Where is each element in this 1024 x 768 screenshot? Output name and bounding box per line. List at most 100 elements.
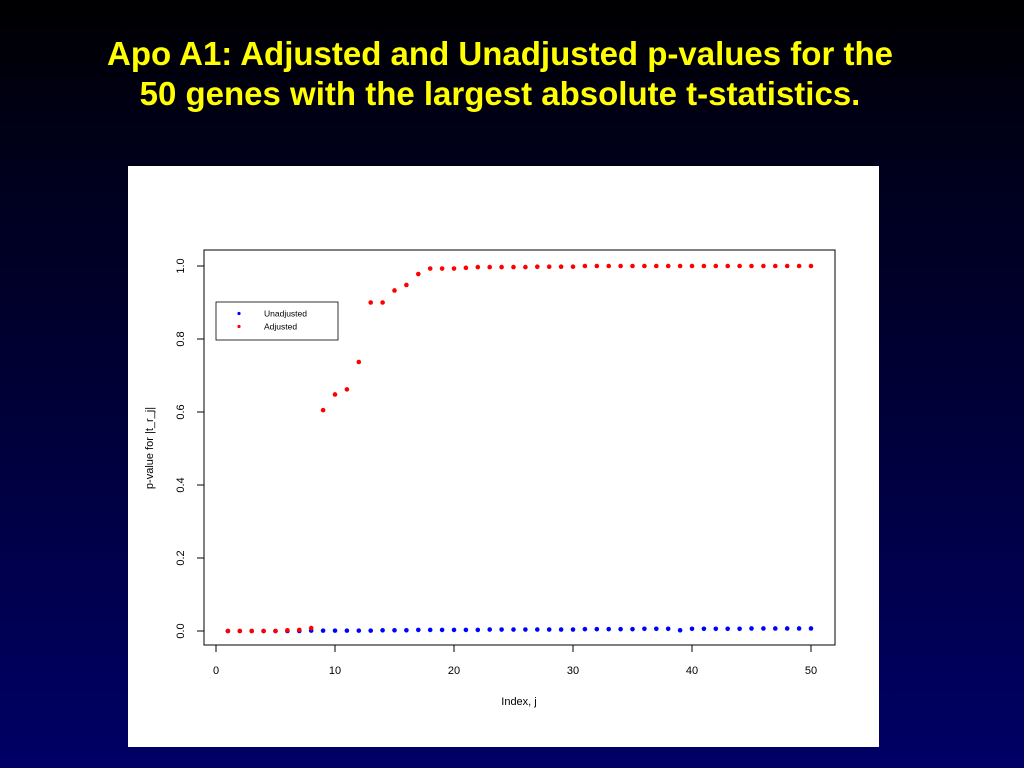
point-adjusted xyxy=(773,263,778,269)
x-tick-label: 30 xyxy=(567,665,579,677)
point-adjusted xyxy=(582,263,588,269)
point-adjusted xyxy=(308,625,314,631)
point-unadjusted xyxy=(570,627,576,632)
slide-title-line-1: Apo A1: Adjusted and Unadjusted p-values… xyxy=(107,35,893,72)
point-adjusted xyxy=(725,263,730,269)
point-adjusted xyxy=(749,263,754,269)
plot-panel: 0 10 20 30 40 50 0.0 0.2 0.4 0.6 0.8 1.0 Index, j … xyxy=(128,166,879,747)
point-unadjusted xyxy=(808,626,814,631)
point-adjusted xyxy=(427,266,433,271)
point-adjusted xyxy=(570,264,576,270)
point-adjusted xyxy=(511,264,516,270)
point-unadjusted xyxy=(654,626,659,632)
slide-title-line-2: 50 genes with the largest absolute t-sta… xyxy=(139,75,861,112)
point-adjusted xyxy=(665,263,671,269)
point-unadjusted xyxy=(487,627,493,632)
point-adjusted xyxy=(784,263,790,269)
slide-title: Apo A1: Adjusted and Unadjusted p-values… xyxy=(0,34,1000,114)
point-unadjusted xyxy=(511,627,516,632)
point-unadjusted xyxy=(773,626,778,631)
point-adjusted xyxy=(808,263,814,269)
point-adjusted xyxy=(475,264,481,270)
y-axis: 0.0 0.2 0.4 0.6 0.8 1.0 xyxy=(175,258,205,639)
point-unadjusted xyxy=(630,626,635,632)
point-unadjusted xyxy=(749,626,754,631)
x-tick-label: 40 xyxy=(686,665,698,677)
point-adjusted xyxy=(642,263,647,269)
point-adjusted xyxy=(451,266,457,271)
x-axis: 0 10 20 30 40 50 xyxy=(213,644,817,677)
point-unadjusted xyxy=(737,626,742,632)
point-adjusted xyxy=(558,264,564,270)
point-unadjusted xyxy=(475,627,481,633)
point-adjusted xyxy=(261,628,266,634)
point-adjusted xyxy=(273,628,278,634)
y-tick-label: 0.6 xyxy=(175,404,187,419)
point-unadjusted xyxy=(618,626,623,632)
point-adjusted xyxy=(380,300,385,305)
point-unadjusted xyxy=(582,626,588,632)
point-adjusted xyxy=(796,263,802,269)
point-adjusted xyxy=(689,263,695,269)
point-adjusted xyxy=(737,263,742,269)
y-tick-label: 0.0 xyxy=(175,623,187,638)
y-tick-label: 0.4 xyxy=(175,477,187,492)
point-adjusted xyxy=(654,263,659,269)
point-unadjusted xyxy=(725,626,730,632)
point-unadjusted xyxy=(320,628,326,633)
point-adjusted xyxy=(499,264,504,270)
point-adjusted xyxy=(416,271,421,277)
point-unadjusted xyxy=(380,627,385,633)
point-adjusted xyxy=(713,263,719,269)
legend-label-adjusted: Adjusted xyxy=(264,322,297,332)
point-adjusted xyxy=(463,265,469,271)
point-unadjusted xyxy=(392,627,397,633)
point-unadjusted xyxy=(642,626,647,632)
point-adjusted xyxy=(392,288,397,293)
y-tick-label: 0.2 xyxy=(175,550,187,565)
point-adjusted xyxy=(439,266,445,271)
legend-label-unadjusted: Unadjusted xyxy=(264,309,307,319)
legend-marker-adjusted xyxy=(237,324,241,329)
point-adjusted xyxy=(677,263,683,269)
point-adjusted xyxy=(368,300,373,305)
point-unadjusted xyxy=(677,627,683,633)
legend: Unadjusted Adjusted xyxy=(215,301,339,341)
point-adjusted xyxy=(618,263,623,269)
point-unadjusted xyxy=(427,627,433,633)
point-adjusted xyxy=(594,263,600,269)
point-unadjusted xyxy=(796,626,802,631)
point-adjusted xyxy=(523,264,528,270)
point-adjusted xyxy=(356,359,362,365)
point-adjusted xyxy=(344,387,350,392)
point-unadjusted xyxy=(701,626,707,632)
series-adjusted xyxy=(225,263,814,634)
point-unadjusted xyxy=(784,626,790,631)
point-unadjusted xyxy=(344,628,350,633)
y-tick-label: 0.8 xyxy=(175,331,187,346)
scatter-plot: 0 10 20 30 40 50 0.00.20.40.60.81.0 Index, j … xyxy=(144,249,836,708)
point-adjusted xyxy=(332,392,338,397)
point-adjusted xyxy=(297,627,302,633)
point-unadjusted xyxy=(439,627,445,633)
point-adjusted xyxy=(320,407,326,413)
series-unadjusted xyxy=(225,626,814,634)
point-adjusted xyxy=(404,282,409,288)
point-unadjusted xyxy=(761,626,766,631)
point-unadjusted xyxy=(689,626,695,632)
point-unadjusted xyxy=(665,626,671,632)
point-adjusted xyxy=(535,264,540,270)
y-tick-label: 1.0 xyxy=(175,258,187,273)
point-unadjusted xyxy=(523,627,528,632)
point-unadjusted xyxy=(594,626,600,632)
point-unadjusted xyxy=(713,626,719,632)
point-unadjusted xyxy=(416,627,421,633)
point-adjusted xyxy=(249,628,254,634)
legend-box xyxy=(215,301,339,341)
point-unadjusted xyxy=(404,627,409,633)
point-unadjusted xyxy=(332,628,338,633)
point-adjusted xyxy=(546,264,552,270)
point-unadjusted xyxy=(499,627,504,632)
point-unadjusted xyxy=(356,628,362,633)
point-unadjusted xyxy=(463,627,469,633)
